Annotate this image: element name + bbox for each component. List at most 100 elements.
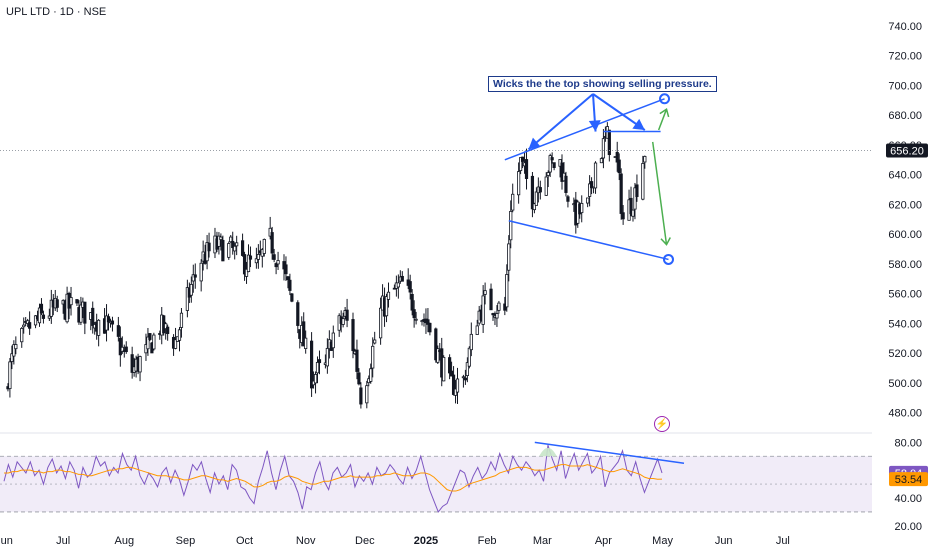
rsi-trendline <box>534 441 685 464</box>
candle-up <box>304 337 308 349</box>
rsi-pane <box>0 441 872 513</box>
candle-down <box>463 377 467 381</box>
callout-arrowhead <box>632 118 645 131</box>
candle-up <box>33 315 38 326</box>
price-tick-label: 480.00 <box>888 408 922 420</box>
price-tick-label: 680.00 <box>888 110 922 122</box>
candle-up <box>235 242 239 247</box>
candle-up <box>455 378 460 393</box>
annotation-callout[interactable]: Wicks the the top showing selling pressu… <box>488 76 717 92</box>
chart-title: UPL LTD · 1D · NSE <box>6 6 107 18</box>
candle-up <box>341 318 345 325</box>
candle-down <box>296 302 300 326</box>
candle-down <box>317 359 322 364</box>
candle-up <box>331 332 335 349</box>
candle-down <box>39 303 44 314</box>
price-tick-label: 620.00 <box>888 199 922 211</box>
callout-arrowhead <box>528 137 541 150</box>
time-tick-label: Nov <box>296 535 316 547</box>
candle-down <box>550 157 554 161</box>
candle-up <box>593 162 598 189</box>
candle-up <box>469 333 473 351</box>
candle-up <box>442 356 446 382</box>
candle-up <box>365 385 369 404</box>
candle-down <box>530 175 535 210</box>
candle-up <box>97 319 101 336</box>
time-axis[interactable]: Jun Jul Aug Sep Oct Nov Dec 2025 Feb Mar Apr May Jun… <box>0 535 790 547</box>
candle-up <box>20 328 24 343</box>
candle-up <box>467 347 471 367</box>
candle-up <box>396 282 400 288</box>
candle-up <box>641 163 645 200</box>
candle-down <box>116 325 120 337</box>
candle-down <box>290 293 294 302</box>
candle-up <box>173 339 178 349</box>
candle-down <box>566 196 570 202</box>
candle-up <box>495 313 499 319</box>
candle-down <box>124 346 128 353</box>
candle-down <box>635 184 639 197</box>
price-tick-label: 700.00 <box>888 80 922 92</box>
candle-down <box>83 301 87 324</box>
candle-down <box>106 316 111 323</box>
candle-up <box>217 235 221 247</box>
time-tick-label: Oct <box>236 535 253 547</box>
candle-up <box>475 325 479 335</box>
candle-down <box>355 349 359 372</box>
candle-up <box>436 348 440 363</box>
time-tick-label: Jun <box>0 535 13 547</box>
candle-up <box>37 307 42 324</box>
candle-down <box>408 281 412 293</box>
candle-down <box>130 354 134 373</box>
candle-down <box>448 357 452 374</box>
candle-down <box>270 232 274 254</box>
trendline <box>504 98 665 161</box>
candle-down <box>621 212 625 220</box>
candle-up <box>254 258 258 264</box>
candle-up <box>164 323 168 330</box>
time-tick-label: Jul <box>56 535 70 547</box>
candlestick-series <box>6 122 647 409</box>
candle-down <box>55 299 59 308</box>
candle-up <box>199 262 203 282</box>
candle-up <box>580 203 584 214</box>
candle-up <box>244 268 249 277</box>
rsi-overbought-fill <box>539 447 557 457</box>
time-tick-label: Sep <box>176 535 196 547</box>
lightning-bolt-icon[interactable]: ⚡ <box>654 416 670 432</box>
candle-down <box>345 309 349 321</box>
candle-up <box>546 172 550 176</box>
candle-down <box>351 319 355 352</box>
price-tick-label: 580.00 <box>888 259 922 271</box>
time-tick-label: 2025 <box>414 535 438 547</box>
candle-up <box>631 209 635 217</box>
candle-up <box>505 274 509 308</box>
candle-down <box>426 319 430 325</box>
rsi-line <box>3 444 663 513</box>
price-tick-label: 540.00 <box>888 318 922 330</box>
candle-up <box>179 312 184 328</box>
candle-up <box>69 297 73 306</box>
projection-arrowhead <box>659 108 670 118</box>
price-tick-label: 600.00 <box>888 229 922 241</box>
candle-down <box>434 328 438 361</box>
candle-down <box>564 175 568 193</box>
candle-up <box>532 203 537 211</box>
candle-up <box>420 320 424 323</box>
candle-down <box>28 322 32 329</box>
candle-down <box>166 326 170 334</box>
candle-up <box>104 315 109 331</box>
price-axis[interactable]: 480.00 500.00 520.00 540.00 560.00 580.00 600.… <box>886 21 928 420</box>
candle-down <box>118 337 122 356</box>
candle-down <box>520 156 525 162</box>
last-price-badge <box>886 143 928 158</box>
candle-down <box>110 320 115 325</box>
candle-down <box>629 197 633 215</box>
candle-up <box>256 254 260 260</box>
rsi-tick-label: 40.00 <box>894 493 922 505</box>
price-tick-label: 500.00 <box>888 378 922 390</box>
candle-up <box>8 361 12 389</box>
candle-up <box>47 315 51 319</box>
